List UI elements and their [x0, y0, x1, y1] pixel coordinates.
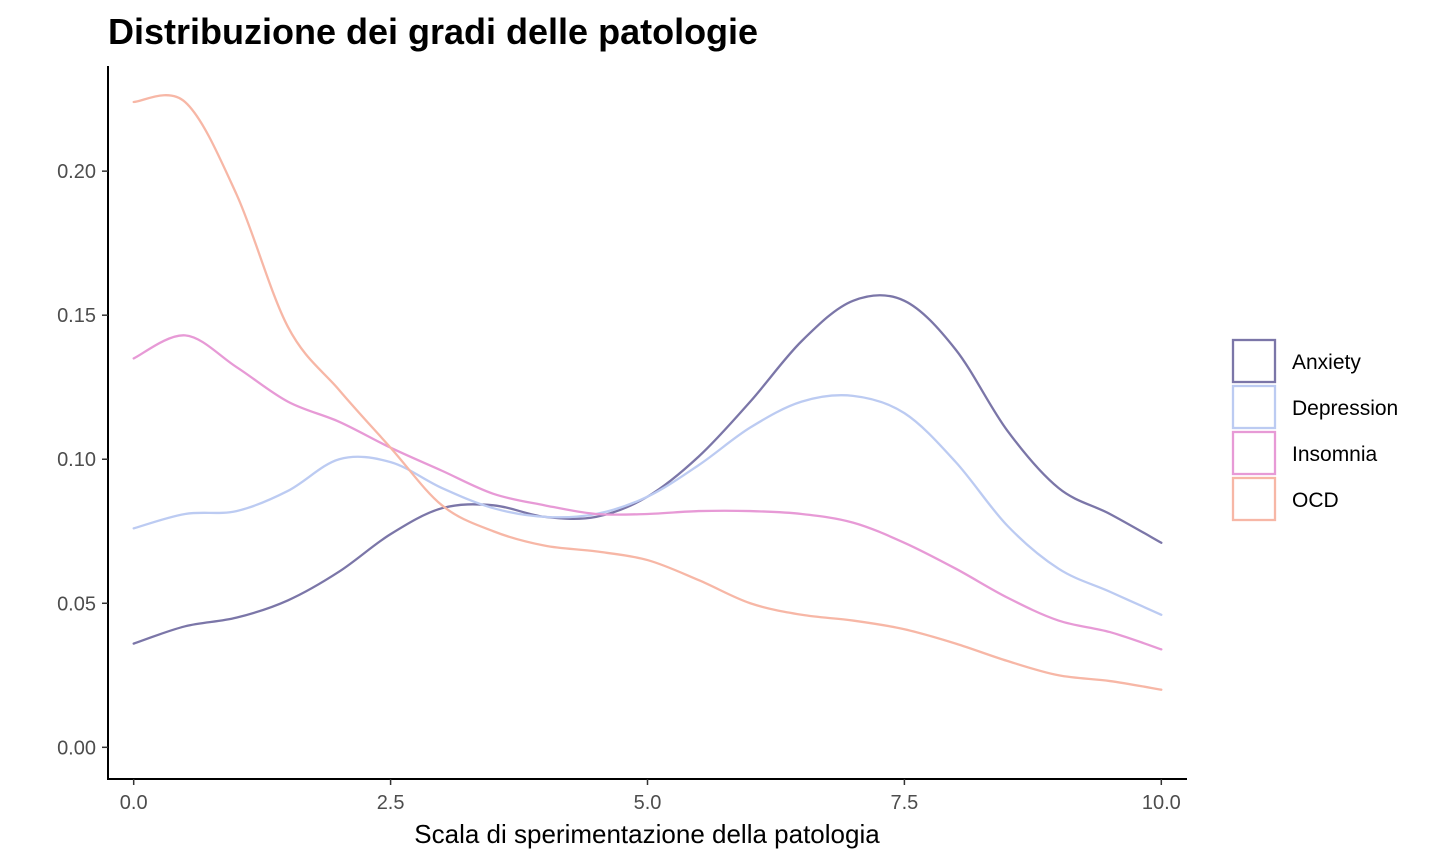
x-tick-label: 2.5	[377, 792, 405, 814]
x-axis-ticks: 0.0 2.5 5.0 7.5 10.0	[120, 779, 1181, 814]
x-tick-label: 10.0	[1142, 792, 1181, 814]
chart-title: Distribuzione dei gradi delle patologie	[108, 11, 758, 52]
y-tick-label: 0.00	[57, 737, 96, 759]
density-line-insomnia	[132, 334, 1163, 651]
y-tick-label: 0.15	[57, 305, 96, 327]
x-tick-label: 7.5	[890, 792, 918, 814]
legend-key-ocd	[1231, 476, 1277, 522]
x-tick-label: 0.0	[120, 792, 148, 814]
x-tick-label: 5.0	[634, 792, 662, 814]
plot-area	[132, 94, 1163, 691]
density-line-depression	[132, 394, 1163, 616]
legend-key-anxiety	[1231, 338, 1277, 384]
legend-label: Insomnia	[1292, 443, 1378, 466]
legend: Anxiety Depression Insomnia OCD	[1231, 338, 1398, 522]
legend-label: Anxiety	[1292, 351, 1361, 374]
y-tick-label: 0.05	[57, 593, 96, 615]
y-tick-label: 0.20	[57, 161, 96, 183]
density-line-ocd	[132, 94, 1163, 691]
legend-key-insomnia	[1231, 430, 1277, 476]
legend-key-depression	[1231, 384, 1277, 430]
y-axis-ticks: 0.00 0.05 0.10 0.15 0.20	[57, 161, 108, 759]
legend-label: Depression	[1292, 397, 1398, 420]
y-tick-label: 0.10	[57, 449, 96, 471]
legend-label: OCD	[1292, 489, 1339, 512]
density-line-anxiety	[132, 294, 1163, 645]
x-axis-title: Scala di sperimentazione della patologia	[414, 819, 880, 849]
